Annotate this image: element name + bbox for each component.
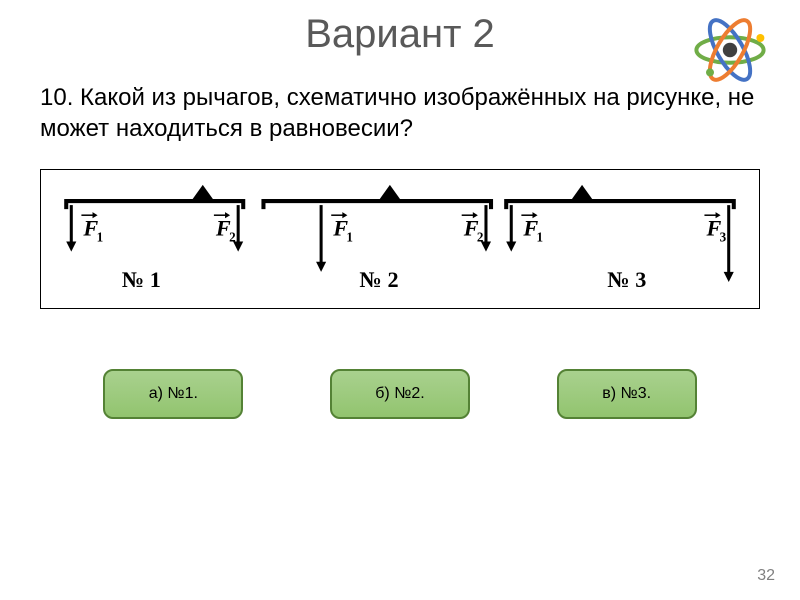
svg-text:2: 2 xyxy=(477,230,484,245)
atom-icon xyxy=(690,10,770,90)
svg-text:№ 2: № 2 xyxy=(360,267,399,292)
svg-text:№ 1: № 1 xyxy=(122,267,161,292)
svg-text:№ 3: № 3 xyxy=(607,267,646,292)
svg-text:1: 1 xyxy=(97,230,104,245)
svg-text:1: 1 xyxy=(537,230,544,245)
lever-diagram: F1F2№ 1F1F2№ 2F1F3№ 3 xyxy=(40,169,760,309)
page-title: Вариант 2 xyxy=(0,0,800,57)
page-number: 32 xyxy=(757,567,775,585)
question-text: 10. Какой из рычагов, схематично изображ… xyxy=(0,57,800,154)
answer-a-button[interactable]: а) №1. xyxy=(103,369,243,419)
answer-c-button[interactable]: в) №3. xyxy=(557,369,697,419)
svg-text:3: 3 xyxy=(720,230,727,245)
svg-text:2: 2 xyxy=(229,230,236,245)
svg-text:1: 1 xyxy=(346,230,353,245)
answer-b-button[interactable]: б) №2. xyxy=(330,369,470,419)
answer-row: а) №1. б) №2. в) №3. xyxy=(0,369,800,419)
